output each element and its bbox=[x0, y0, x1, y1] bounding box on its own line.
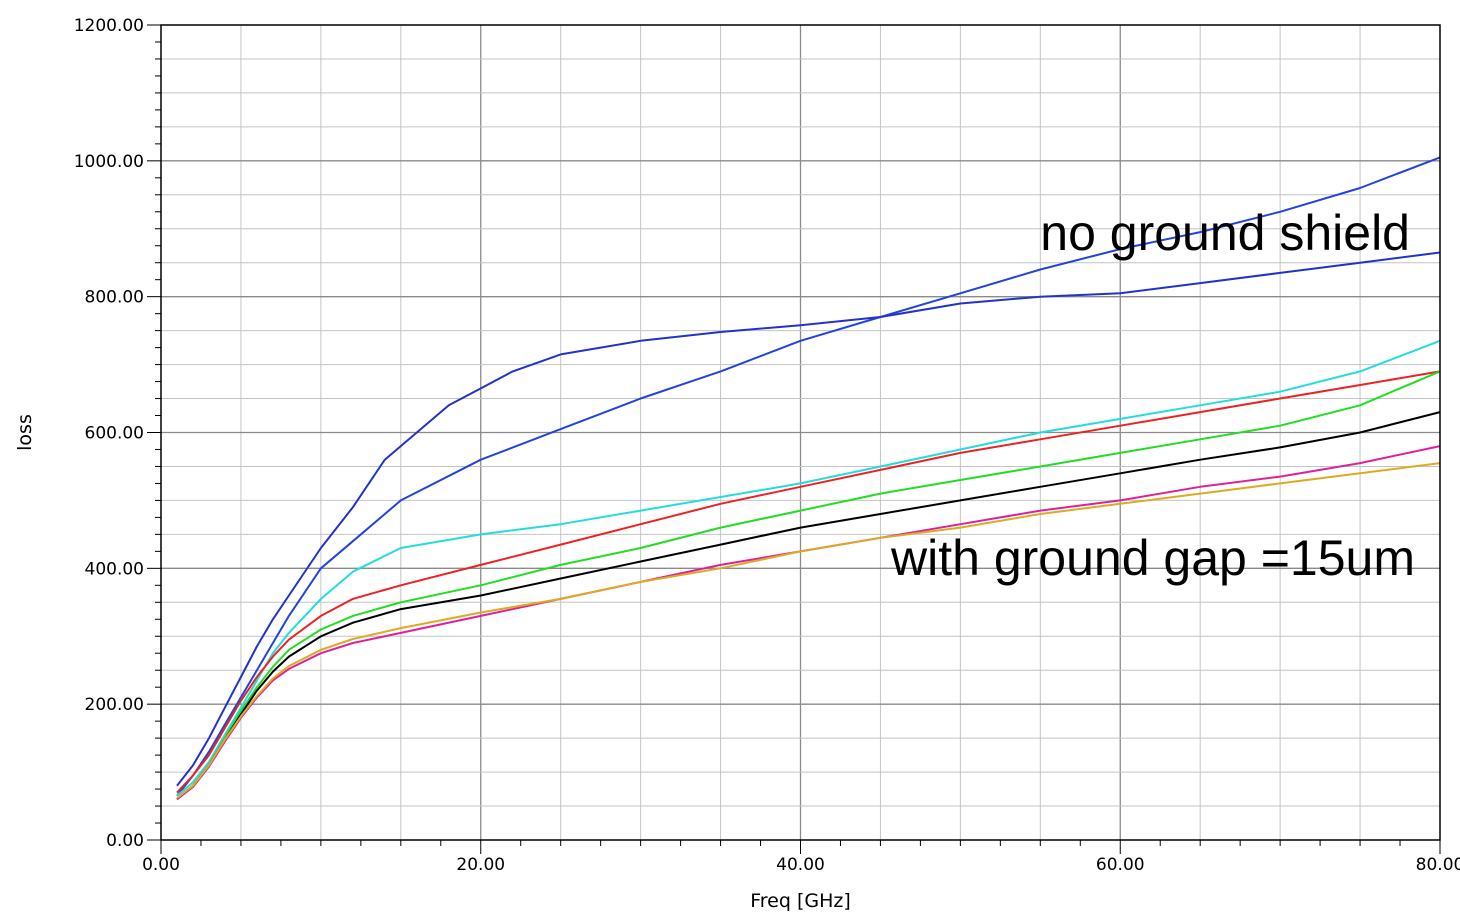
x-axis-title: Freq [GHz] bbox=[750, 890, 851, 912]
y-tick-label: 200.00 bbox=[85, 695, 144, 715]
grid-lines bbox=[161, 25, 1440, 840]
series-line-6 bbox=[176, 411, 1441, 801]
series-line-3 bbox=[176, 339, 1441, 797]
y-tick-label: 0.00 bbox=[106, 831, 144, 851]
series-line-7 bbox=[176, 445, 1441, 801]
series-line-8 bbox=[176, 462, 1441, 799]
series-line-2 bbox=[176, 251, 1441, 787]
x-tick-labels: 0.00 20.00 40.00 60.00 80.00 bbox=[142, 855, 1460, 875]
y-axis-title: loss bbox=[14, 414, 36, 451]
y-tick-label: 1000.00 bbox=[74, 152, 144, 172]
x-tick-label: 60.00 bbox=[1096, 855, 1145, 875]
x-tick-label: 0.00 bbox=[142, 855, 180, 875]
series-line-1 bbox=[176, 156, 1441, 797]
y-tick-label: 400.00 bbox=[85, 559, 144, 579]
annotation-no-ground-shield: no ground shield bbox=[1040, 205, 1410, 261]
series-lines bbox=[176, 156, 1441, 801]
series-line-5 bbox=[176, 370, 1441, 801]
y-tick-labels: 0.00 200.00 400.00 600.00 800.00 1000.00 1200.… bbox=[74, 16, 144, 851]
axis-ticks bbox=[147, 24, 1441, 854]
x-tick-label: 20.00 bbox=[456, 855, 505, 875]
x-tick-label: 80.00 bbox=[1416, 855, 1460, 875]
y-tick-label: 1200.00 bbox=[74, 16, 144, 36]
y-tick-label: 600.00 bbox=[85, 424, 144, 444]
x-tick-label: 40.00 bbox=[776, 855, 825, 875]
series-line-4 bbox=[176, 370, 1441, 794]
annotation-ground-gap: with ground gap =15um bbox=[890, 530, 1415, 586]
y-tick-label: 800.00 bbox=[85, 288, 144, 308]
